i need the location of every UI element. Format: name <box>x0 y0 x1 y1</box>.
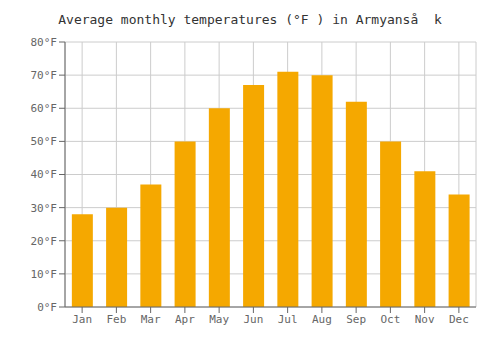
svg-text:Mar: Mar <box>141 313 161 326</box>
svg-text:70°F: 70°F <box>31 69 58 82</box>
svg-text:Dec: Dec <box>449 313 469 326</box>
svg-text:Jun: Jun <box>243 313 263 326</box>
html-text:Average monthly temperatures (: Average monthly temperatures (°F ) in Ar… <box>58 12 442 27</box>
svg-text:Oct: Oct <box>380 313 400 326</box>
svg-text:50°F: 50°F <box>31 135 58 148</box>
svg-text:Jul: Jul <box>278 313 298 326</box>
svg-text:Apr: Apr <box>175 313 195 326</box>
svg-text:30°F: 30°F <box>31 202 58 215</box>
svg-text:60°F: 60°F <box>31 102 58 115</box>
svg-text:Feb: Feb <box>106 313 126 326</box>
svg-text:Aug: Aug <box>312 313 332 326</box>
svg-text:20°F: 20°F <box>31 235 58 248</box>
svg-text:May: May <box>209 313 229 326</box>
svg-text:Jan: Jan <box>72 313 92 326</box>
svg-text:Sep: Sep <box>346 313 366 326</box>
svg-text:10°F: 10°F <box>31 268 58 281</box>
svg-text:Nov: Nov <box>415 313 435 326</box>
svg-text:80°F: 80°F <box>31 36 58 49</box>
svg-text:40°F: 40°F <box>31 168 58 181</box>
svg-text:0°F: 0°F <box>37 301 57 314</box>
